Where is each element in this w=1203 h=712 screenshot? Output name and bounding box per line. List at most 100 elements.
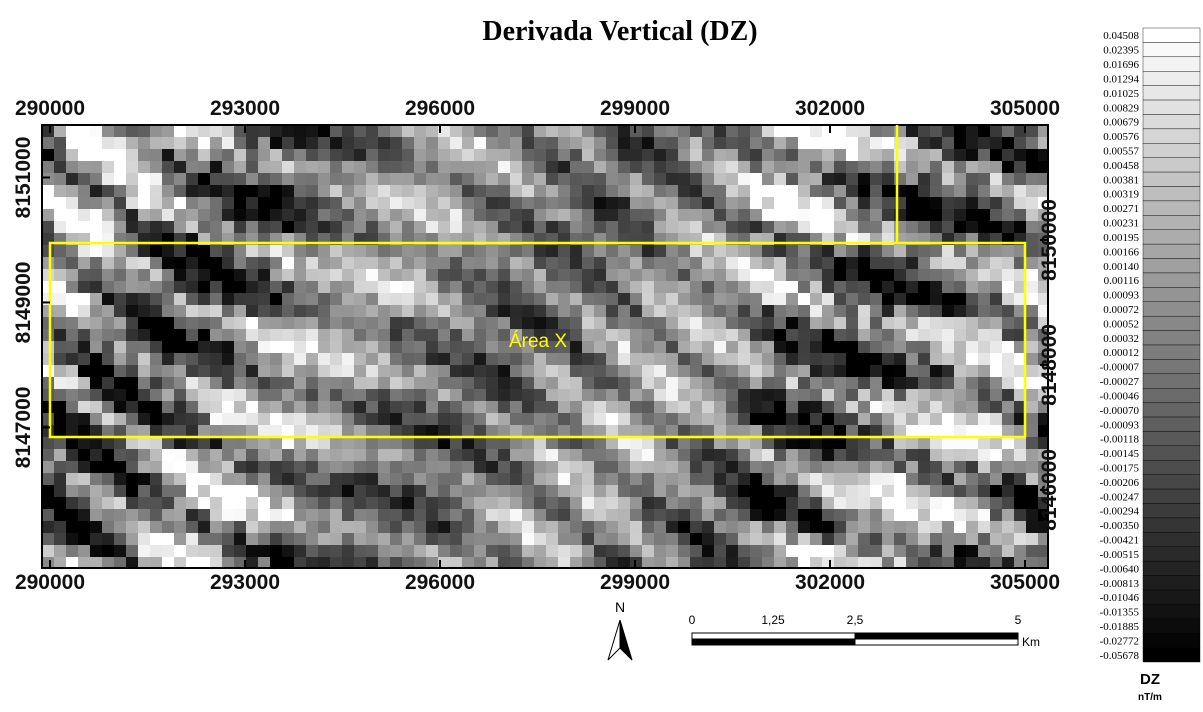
raster-cell xyxy=(882,437,894,449)
raster-cell xyxy=(558,449,570,461)
legend-swatch xyxy=(1143,648,1200,662)
raster-cell xyxy=(126,269,138,281)
raster-cell xyxy=(282,401,294,413)
raster-cell xyxy=(618,173,630,185)
raster-cell xyxy=(414,305,426,317)
raster-cell xyxy=(174,533,186,545)
raster-cell xyxy=(894,317,906,329)
raster-cell xyxy=(558,137,570,149)
raster-cell xyxy=(978,257,990,269)
raster-cell xyxy=(798,137,810,149)
raster-cell xyxy=(270,473,282,485)
raster-cell xyxy=(90,353,102,365)
raster-cell xyxy=(258,425,270,437)
raster-cell xyxy=(714,317,726,329)
raster-cell xyxy=(894,245,906,257)
raster-cell xyxy=(450,377,462,389)
raster-cell xyxy=(342,329,354,341)
raster-cell xyxy=(486,245,498,257)
raster-cell xyxy=(462,365,474,377)
raster-cell xyxy=(642,197,654,209)
raster-cell xyxy=(942,197,954,209)
raster-cell xyxy=(774,425,786,437)
raster-cell xyxy=(690,461,702,473)
raster-cell xyxy=(198,209,210,221)
raster-cell xyxy=(570,329,582,341)
raster-cell xyxy=(942,545,954,557)
raster-cell xyxy=(294,305,306,317)
raster-cell xyxy=(882,173,894,185)
x-tick-label: 290000 xyxy=(15,571,85,594)
raster-cell xyxy=(438,461,450,473)
raster-cell xyxy=(78,221,90,233)
raster-cell xyxy=(234,509,246,521)
raster-cell xyxy=(666,365,678,377)
raster-cell xyxy=(630,161,642,173)
raster-cell xyxy=(942,389,954,401)
raster-cell xyxy=(426,269,438,281)
raster-cell xyxy=(726,329,738,341)
raster-cell xyxy=(210,449,222,461)
raster-cell xyxy=(858,197,870,209)
raster-cell xyxy=(294,125,306,137)
raster-cell xyxy=(522,497,534,509)
raster-cell xyxy=(906,557,918,568)
raster-cell xyxy=(186,317,198,329)
raster-cell xyxy=(510,437,522,449)
legend-label: 0.00557 xyxy=(1103,145,1139,157)
raster-cell xyxy=(210,389,222,401)
raster-cell xyxy=(990,161,1002,173)
raster-cell xyxy=(330,401,342,413)
raster-cell xyxy=(246,257,258,269)
raster-cell xyxy=(318,317,330,329)
raster-cell xyxy=(78,497,90,509)
raster-cell xyxy=(102,365,114,377)
raster-cell xyxy=(942,293,954,305)
raster-cell xyxy=(138,365,150,377)
raster-cell xyxy=(210,317,222,329)
raster-cell xyxy=(54,161,66,173)
raster-cell xyxy=(906,137,918,149)
raster-cell xyxy=(426,509,438,521)
raster-cell xyxy=(798,473,810,485)
raster-cell xyxy=(414,557,426,568)
legend-label: -0.00813 xyxy=(1100,578,1140,590)
raster-cell xyxy=(186,545,198,557)
raster-cell xyxy=(810,161,822,173)
raster-cell xyxy=(462,161,474,173)
raster-cell xyxy=(774,221,786,233)
legend-swatch xyxy=(1143,489,1200,503)
raster-cell xyxy=(354,161,366,173)
raster-cell xyxy=(186,209,198,221)
raster-cell xyxy=(174,137,186,149)
raster-cell xyxy=(282,425,294,437)
raster-cell xyxy=(546,473,558,485)
raster-cell xyxy=(618,317,630,329)
raster-cell xyxy=(162,425,174,437)
raster-cell xyxy=(318,173,330,185)
raster-cell xyxy=(762,149,774,161)
raster-cell xyxy=(198,377,210,389)
raster-cell xyxy=(450,281,462,293)
raster-cell xyxy=(306,437,318,449)
raster-cell xyxy=(630,353,642,365)
raster-cell xyxy=(978,197,990,209)
raster-cell xyxy=(894,401,906,413)
raster-cell xyxy=(138,329,150,341)
raster-cell xyxy=(162,557,174,568)
raster-cell xyxy=(570,353,582,365)
raster-cell xyxy=(510,185,522,197)
raster-cell xyxy=(690,485,702,497)
raster-cell xyxy=(738,449,750,461)
raster-cell xyxy=(690,509,702,521)
raster-cell xyxy=(630,197,642,209)
raster-cell xyxy=(402,557,414,568)
raster-cell xyxy=(918,197,930,209)
raster-cell xyxy=(834,281,846,293)
raster-cell xyxy=(654,401,666,413)
raster-cell xyxy=(1014,533,1026,545)
raster-cell xyxy=(966,545,978,557)
raster-cell xyxy=(1026,389,1038,401)
raster-cell xyxy=(690,521,702,533)
raster-cell xyxy=(150,389,162,401)
